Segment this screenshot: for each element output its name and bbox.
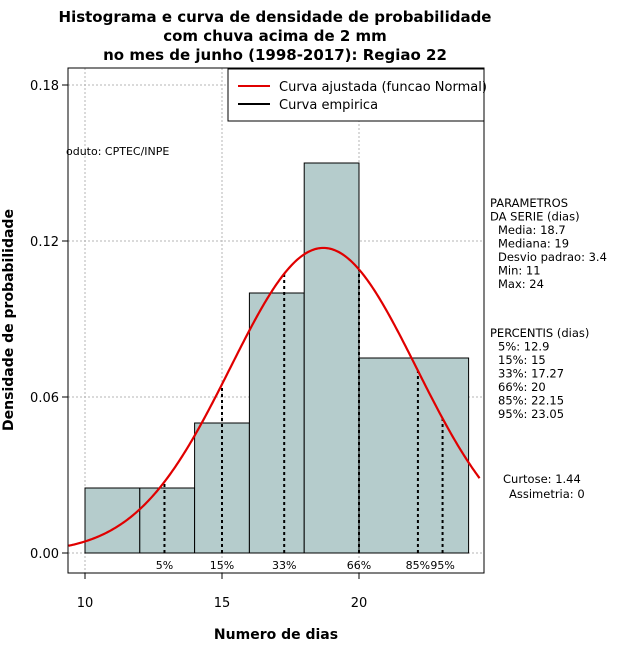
percentis-line-4: 85%: 22.15 <box>498 394 564 408</box>
histogram-bar-1 <box>139 487 196 554</box>
parametros-line-3: Min: 11 <box>498 264 541 278</box>
percentis-heading: PERCENTIS (dias) <box>490 326 589 340</box>
percentis-line-1: 15%: 15 <box>498 353 546 367</box>
chart-title-line-2: com chuva acima de 2 mm <box>163 27 387 45</box>
histogram-bar-4 <box>303 162 360 554</box>
percentile-label-0: 5% <box>156 559 173 572</box>
normal-curve-line <box>68 246 481 547</box>
parametros-line-1: Mediana: 19 <box>498 237 569 251</box>
percentis-line-3: 66%: 20 <box>498 380 546 394</box>
y-tick-label-0: 0.00 <box>30 547 59 562</box>
x-tick-label-10: 10 <box>77 596 94 611</box>
percentis-line-2: 33%: 17.27 <box>498 367 564 381</box>
stat-curtose: Curtose: 1.44 <box>503 472 581 486</box>
legend-label-empirical: Curva empirica <box>279 98 378 113</box>
y-axis-title: Densidade de probabilidade <box>1 209 17 431</box>
y-tick-label-3: 0.18 <box>30 79 59 94</box>
x-tick-label-15: 15 <box>214 596 231 611</box>
histogram-bar-5 <box>358 357 470 554</box>
parametros-heading-0: PARAMETROS <box>490 196 568 210</box>
percentis-line-0: 5%: 12.9 <box>498 340 549 354</box>
y-tick-label-2: 0.12 <box>30 235 59 250</box>
chart-title-line-1: Histograma e curva de densidade de proba… <box>59 8 492 26</box>
x-axis: 10 15 20 <box>77 572 368 611</box>
percentile-label-5: 95% <box>430 559 454 572</box>
chart-title-line-3: no mes de junho (1998-2017): Regiao 22 <box>103 46 447 64</box>
legend-box <box>227 68 485 122</box>
normal-curve <box>68 246 481 547</box>
percentile-label-2: 33% <box>272 559 296 572</box>
percentile-label-4: 85% <box>406 559 430 572</box>
histogram-bars <box>84 162 470 554</box>
parametros-heading-1: DA SERIE (dias) <box>490 210 580 224</box>
legend-label-normal: Curva ajustada (funcao Normal) <box>279 80 487 95</box>
parametros-line-4: Max: 24 <box>498 277 544 291</box>
y-axis: 0.00 0.06 0.12 0.18 <box>30 79 69 562</box>
x-tick-label-20: 20 <box>351 596 368 611</box>
chart-title: Histograma e curva de densidade de proba… <box>59 8 492 64</box>
histogram-bar-0 <box>84 487 141 554</box>
percentis-line-5: 95%: 23.05 <box>498 407 564 421</box>
parametros-line-0: Media: 18.7 <box>498 223 566 237</box>
percentile-label-1: 15% <box>210 559 234 572</box>
stat-assimetria: Assimetria: 0 <box>509 487 585 501</box>
parametros-line-2: Desvio padrao: 3.4 <box>498 250 607 264</box>
legend: Curva ajustada (funcao Normal) Curva emp… <box>227 68 487 122</box>
y-tick-label-1: 0.06 <box>30 391 59 406</box>
x-axis-title: Numero de dias <box>214 627 338 643</box>
percentile-lines: 5% 15% 33% 66% 85% 95% <box>156 269 455 572</box>
percentile-label-3: 66% <box>347 559 371 572</box>
source-annotation: oduto: CPTEC/INPE <box>66 145 169 158</box>
histogram-bar-3 <box>248 292 305 554</box>
